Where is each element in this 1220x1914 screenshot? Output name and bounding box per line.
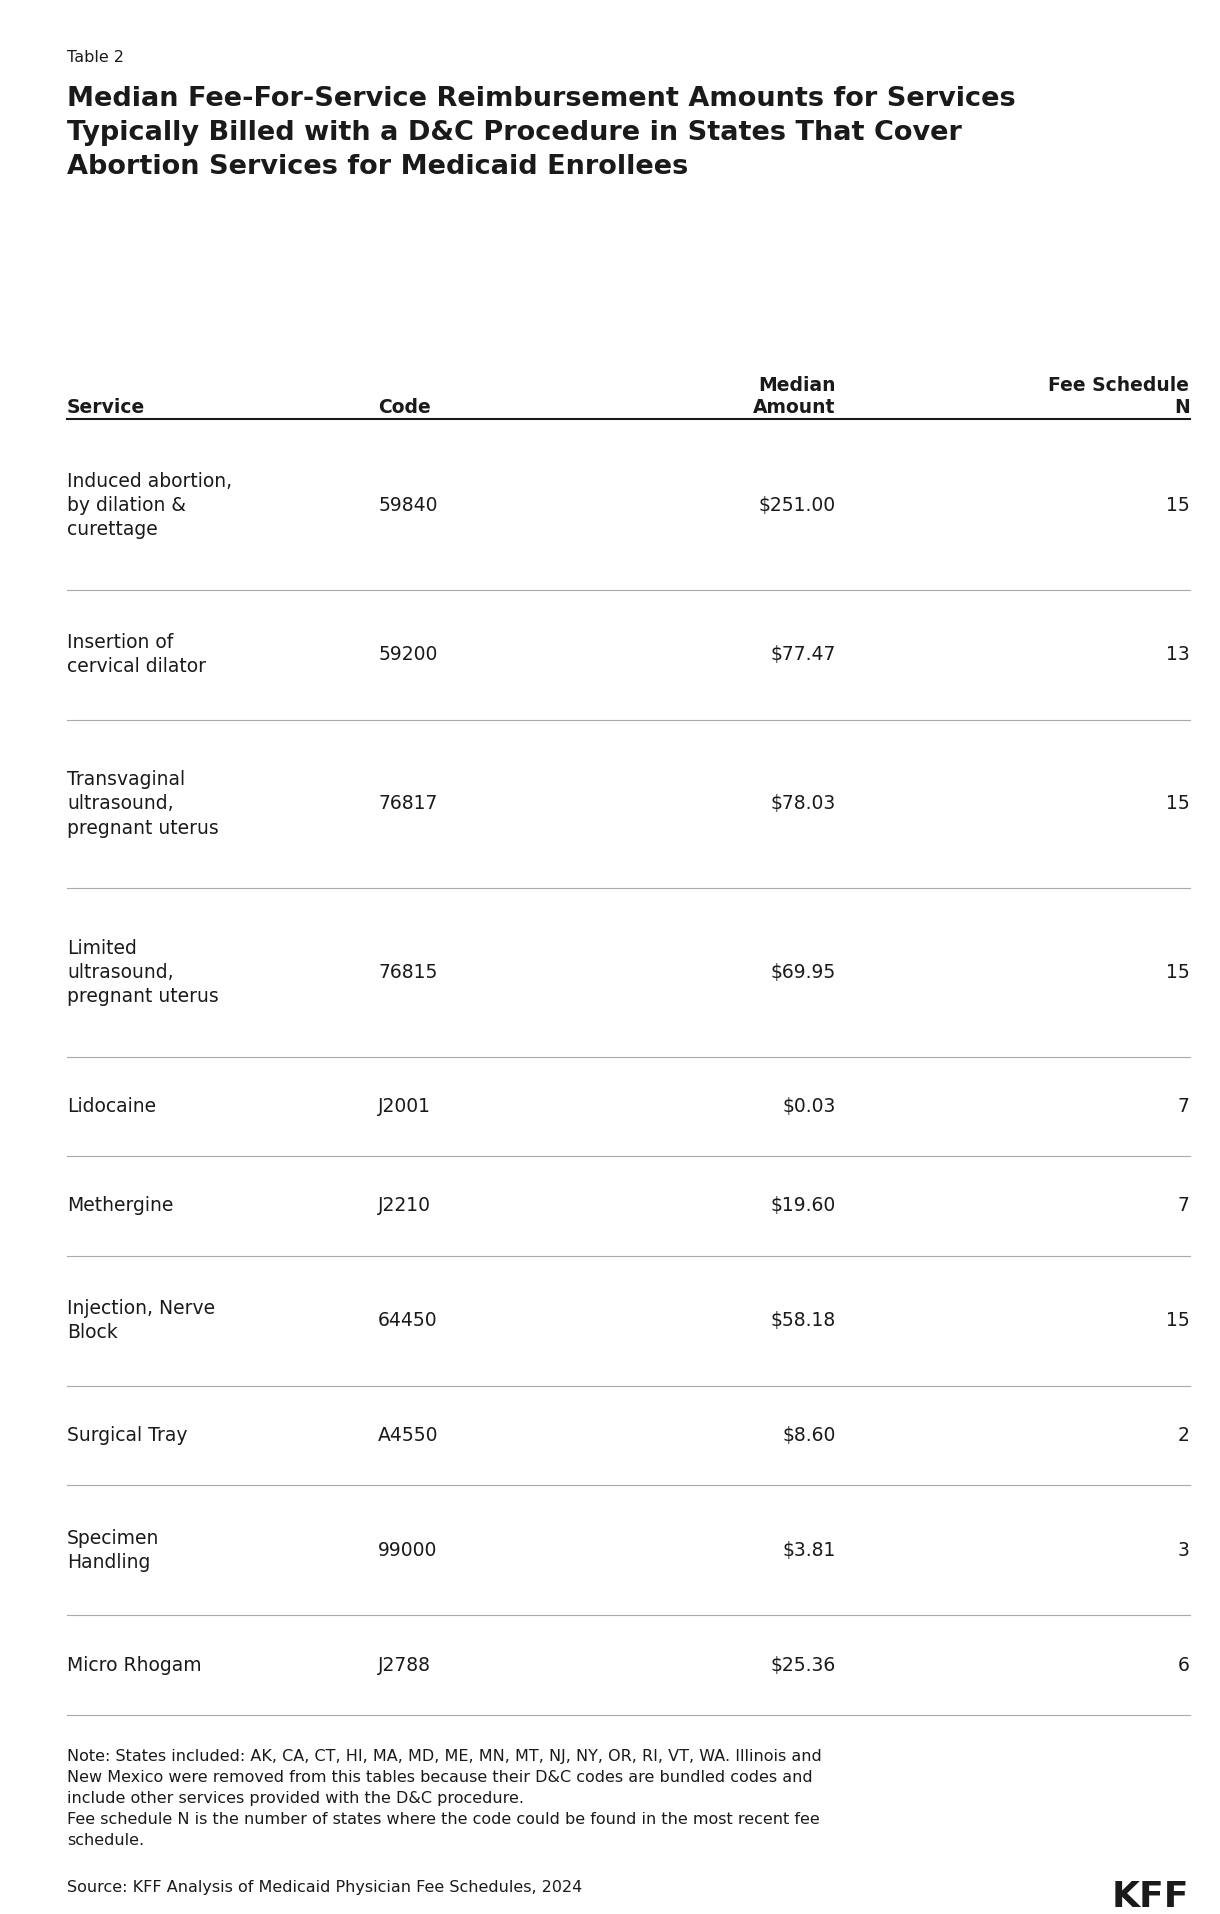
Text: $69.95: $69.95 (771, 963, 836, 982)
Text: J2210: J2210 (378, 1196, 431, 1215)
Text: Service: Service (67, 398, 145, 417)
Text: $0.03: $0.03 (782, 1097, 836, 1116)
Text: 13: 13 (1166, 645, 1190, 664)
Text: Induced abortion,
by dilation &
curettage: Induced abortion, by dilation & curettag… (67, 471, 232, 540)
Text: Injection, Nerve
Block: Injection, Nerve Block (67, 1300, 215, 1342)
Text: Micro Rhogam: Micro Rhogam (67, 1656, 201, 1675)
Text: 15: 15 (1166, 794, 1190, 813)
Text: Transvaginal
ultrasound,
pregnant uterus: Transvaginal ultrasound, pregnant uterus (67, 769, 218, 838)
Text: Limited
ultrasound,
pregnant uterus: Limited ultrasound, pregnant uterus (67, 938, 218, 1007)
Text: 76817: 76817 (378, 794, 438, 813)
Text: KFF: KFF (1111, 1880, 1190, 1914)
Text: Surgical Tray: Surgical Tray (67, 1426, 188, 1445)
Text: 59200: 59200 (378, 645, 438, 664)
Text: $58.18: $58.18 (771, 1311, 836, 1330)
Text: $3.81: $3.81 (782, 1541, 836, 1560)
Text: $25.36: $25.36 (771, 1656, 836, 1675)
Text: 6: 6 (1177, 1656, 1190, 1675)
Text: $78.03: $78.03 (771, 794, 836, 813)
Text: $251.00: $251.00 (759, 496, 836, 515)
Text: Median Fee-For-Service Reimbursement Amounts for Services
Typically Billed with : Median Fee-For-Service Reimbursement Amo… (67, 86, 1016, 180)
Text: Median
Amount: Median Amount (753, 375, 836, 417)
Text: 2: 2 (1177, 1426, 1190, 1445)
Text: 15: 15 (1166, 496, 1190, 515)
Text: Specimen
Handling: Specimen Handling (67, 1529, 160, 1571)
Text: 59840: 59840 (378, 496, 438, 515)
Text: 7: 7 (1177, 1097, 1190, 1116)
Text: Methergine: Methergine (67, 1196, 173, 1215)
Text: J2001: J2001 (378, 1097, 431, 1116)
Text: $8.60: $8.60 (782, 1426, 836, 1445)
Text: $77.47: $77.47 (770, 645, 836, 664)
Text: $19.60: $19.60 (771, 1196, 836, 1215)
Text: 3: 3 (1177, 1541, 1190, 1560)
Text: A4550: A4550 (378, 1426, 439, 1445)
Text: 15: 15 (1166, 963, 1190, 982)
Text: 15: 15 (1166, 1311, 1190, 1330)
Text: Source: KFF Analysis of Medicaid Physician Fee Schedules, 2024: Source: KFF Analysis of Medicaid Physici… (67, 1880, 582, 1895)
Text: 64450: 64450 (378, 1311, 438, 1330)
Text: Insertion of
cervical dilator: Insertion of cervical dilator (67, 634, 206, 676)
Text: J2788: J2788 (378, 1656, 431, 1675)
Text: 76815: 76815 (378, 963, 438, 982)
Text: Note: States included: AK, CA, CT, HI, MA, MD, ME, MN, MT, NJ, NY, OR, RI, VT, W: Note: States included: AK, CA, CT, HI, M… (67, 1749, 822, 1849)
Text: 7: 7 (1177, 1196, 1190, 1215)
Text: Fee Schedule
N: Fee Schedule N (1048, 375, 1190, 417)
Text: Code: Code (378, 398, 431, 417)
Text: 99000: 99000 (378, 1541, 438, 1560)
Text: Lidocaine: Lidocaine (67, 1097, 156, 1116)
Text: Table 2: Table 2 (67, 50, 124, 65)
